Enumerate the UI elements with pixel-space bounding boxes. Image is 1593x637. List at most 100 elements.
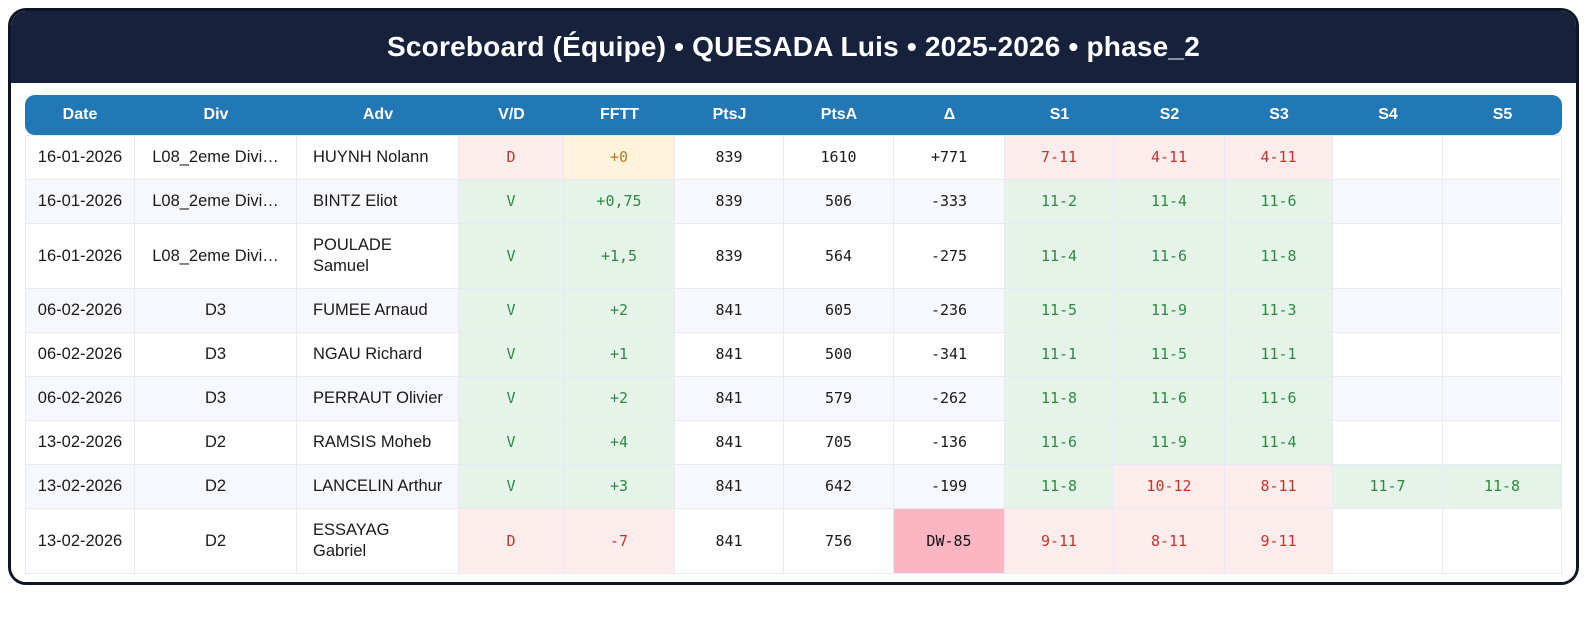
- cell-s4: [1333, 421, 1443, 465]
- cell-div: D3: [135, 289, 297, 333]
- cell-delta: -275: [894, 224, 1005, 289]
- column-header-s5: S5: [1443, 95, 1562, 135]
- cell-fftt: +4: [564, 421, 675, 465]
- cell-fftt: -7: [564, 509, 675, 574]
- cell-div: L08_2eme Divi…: [135, 135, 297, 180]
- cell-ptsa: 579: [784, 377, 894, 421]
- cell-vd: V: [459, 333, 564, 377]
- cell-date: 06-02-2026: [25, 289, 135, 333]
- table-row: 06-02-2026 D3 PERRAUT Olivier V +2 841 579 -262…: [25, 377, 1562, 421]
- cell-fftt: +2: [564, 377, 675, 421]
- cell-delta: -341: [894, 333, 1005, 377]
- cell-div: D3: [135, 377, 297, 421]
- cell-s5: 11-8: [1443, 465, 1562, 509]
- cell-adv: PERRAUT Olivier: [297, 377, 459, 421]
- cell-ptsj: 841: [675, 289, 784, 333]
- table-row: 13-02-2026 D2 LANCELIN Arthur V +3 841 642 -199…: [25, 465, 1562, 509]
- cell-vd: D: [459, 135, 564, 180]
- cell-adv: BINTZ Eliot: [297, 180, 459, 224]
- table-header-row: Date Div Adv V/D FFTT PtsJ PtsA Δ S1 S2 S3 S4 S5: [25, 95, 1562, 135]
- cell-div: D2: [135, 465, 297, 509]
- cell-ptsj: 839: [675, 135, 784, 180]
- cell-s3: 11-8: [1225, 224, 1333, 289]
- cell-s5: [1443, 333, 1562, 377]
- table-row: 16-01-2026 L08_2eme Divi… HUYNH Nolann D +0 8…: [25, 135, 1562, 180]
- cell-s3: 11-1: [1225, 333, 1333, 377]
- cell-fftt: +1: [564, 333, 675, 377]
- cell-ptsa: 756: [784, 509, 894, 574]
- cell-adv: HUYNH Nolann: [297, 135, 459, 180]
- cell-delta: -199: [894, 465, 1005, 509]
- cell-fftt: +0: [564, 135, 675, 180]
- cell-vd: V: [459, 180, 564, 224]
- cell-s4: [1333, 180, 1443, 224]
- column-header-date: Date: [25, 95, 135, 135]
- cell-s5: [1443, 224, 1562, 289]
- column-header-s3: S3: [1225, 95, 1333, 135]
- cell-s5: [1443, 509, 1562, 574]
- cell-delta: +771: [894, 135, 1005, 180]
- cell-s4: [1333, 135, 1443, 180]
- cell-delta: -333: [894, 180, 1005, 224]
- cell-s2: 11-5: [1114, 333, 1225, 377]
- cell-s1: 11-2: [1005, 180, 1114, 224]
- column-header-div: Div: [135, 95, 297, 135]
- cell-ptsj: 841: [675, 377, 784, 421]
- cell-vd: V: [459, 421, 564, 465]
- column-header-vd: V/D: [459, 95, 564, 135]
- cell-ptsa: 564: [784, 224, 894, 289]
- cell-s4: [1333, 289, 1443, 333]
- cell-s3: 11-3: [1225, 289, 1333, 333]
- cell-ptsj: 841: [675, 509, 784, 574]
- cell-vd: V: [459, 377, 564, 421]
- cell-s1: 11-6: [1005, 421, 1114, 465]
- cell-ptsj: 841: [675, 465, 784, 509]
- cell-s4: [1333, 509, 1443, 574]
- column-header-s1: S1: [1005, 95, 1114, 135]
- cell-s3: 9-11: [1225, 509, 1333, 574]
- cell-s2: 11-6: [1114, 224, 1225, 289]
- table-row: 16-01-2026 L08_2eme Divi… POULADE Samuel V +…: [25, 224, 1562, 289]
- cell-s5: [1443, 377, 1562, 421]
- column-header-ptsa: PtsA: [784, 95, 894, 135]
- cell-date: 06-02-2026: [25, 333, 135, 377]
- cell-ptsj: 841: [675, 333, 784, 377]
- cell-s5: [1443, 135, 1562, 180]
- column-header-s4: S4: [1333, 95, 1443, 135]
- cell-vd: V: [459, 224, 564, 289]
- cell-delta: DW-85: [894, 509, 1005, 574]
- cell-s3: 4-11: [1225, 135, 1333, 180]
- cell-delta: -262: [894, 377, 1005, 421]
- cell-adv: FUMEE Arnaud: [297, 289, 459, 333]
- cell-s2: 11-9: [1114, 289, 1225, 333]
- table-row: 06-02-2026 D3 FUMEE Arnaud V +2 841 605 -236 11-…: [25, 289, 1562, 333]
- cell-s3: 11-6: [1225, 377, 1333, 421]
- cell-vd: V: [459, 289, 564, 333]
- cell-div: D2: [135, 421, 297, 465]
- cell-vd: D: [459, 509, 564, 574]
- cell-div: L08_2eme Divi…: [135, 224, 297, 289]
- cell-date: 16-01-2026: [25, 224, 135, 289]
- cell-adv: RAMSIS Moheb: [297, 421, 459, 465]
- table-row: 16-01-2026 L08_2eme Divi… BINTZ Eliot V +0,7…: [25, 180, 1562, 224]
- table-body: 16-01-2026 L08_2eme Divi… HUYNH Nolann D +0 8…: [25, 135, 1562, 574]
- column-header-adv: Adv: [297, 95, 459, 135]
- cell-delta: -236: [894, 289, 1005, 333]
- cell-date: 16-01-2026: [25, 135, 135, 180]
- cell-s4: [1333, 224, 1443, 289]
- cell-s2: 11-9: [1114, 421, 1225, 465]
- cell-s3: 11-6: [1225, 180, 1333, 224]
- cell-date: 06-02-2026: [25, 377, 135, 421]
- column-header-s2: S2: [1114, 95, 1225, 135]
- cell-date: 13-02-2026: [25, 509, 135, 574]
- cell-adv: LANCELIN Arthur: [297, 465, 459, 509]
- page-title: Scoreboard (Équipe) • QUESADA Luis • 202…: [387, 31, 1200, 62]
- cell-s4: [1333, 333, 1443, 377]
- table-row: 06-02-2026 D3 NGAU Richard V +1 841 500 -341 11-…: [25, 333, 1562, 377]
- cell-ptsa: 605: [784, 289, 894, 333]
- cell-s1: 11-5: [1005, 289, 1114, 333]
- cell-s1: 11-4: [1005, 224, 1114, 289]
- cell-adv: POULADE Samuel: [297, 224, 459, 289]
- cell-adv: ESSAYAG Gabriel: [297, 509, 459, 574]
- cell-vd: V: [459, 465, 564, 509]
